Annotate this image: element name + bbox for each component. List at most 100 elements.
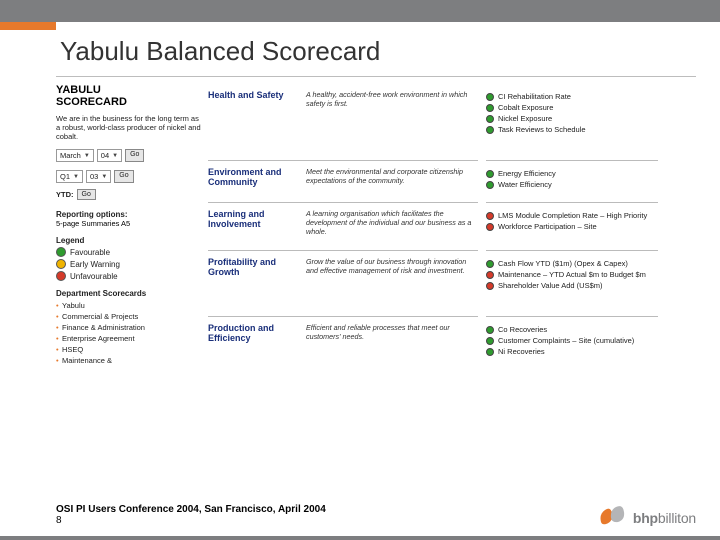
quarter-year-value: 03: [90, 172, 98, 181]
header-line-2: SCORECARD: [56, 96, 127, 108]
metric-label: Energy Efficiency: [498, 169, 556, 178]
scorecard-intro: We are in the business for the long term…: [56, 114, 201, 141]
section-row: Production and EfficiencyEfficient and r…: [208, 316, 478, 394]
status-dot-icon: [486, 181, 494, 189]
department-link[interactable]: Yabulu: [56, 300, 201, 311]
metric-label: Shareholder Value Add (US$m): [498, 281, 603, 290]
section-title[interactable]: Environment and Community: [208, 167, 300, 196]
reporting-link[interactable]: 5-page Summaries A5: [56, 219, 201, 228]
metric-row[interactable]: LMS Module Completion Rate – High Priori…: [486, 211, 658, 220]
status-dot-icon: [486, 271, 494, 279]
month-year-value: 04: [101, 151, 109, 160]
legend: Legend FavourableEarly WarningUnfavourab…: [56, 236, 201, 281]
legend-swatch: [56, 271, 66, 281]
metric-row[interactable]: Maintenance – YTD Actual $m to Budget $m: [486, 270, 658, 279]
department-link[interactable]: Finance & Administration: [56, 322, 201, 333]
month-value: March: [60, 151, 81, 160]
logo-blobs-icon: [597, 500, 627, 526]
legend-label: Unfavourable: [70, 272, 118, 281]
month-go-button[interactable]: Go: [125, 149, 144, 162]
reporting-title: Reporting options:: [56, 210, 201, 219]
metric-row[interactable]: Customer Complaints – Site (cumulative): [486, 336, 658, 345]
ytd-go-button[interactable]: Go: [77, 189, 96, 200]
ytd-row: YTD: Go: [56, 189, 201, 200]
legend-swatch: [56, 247, 66, 257]
metric-label: Workforce Participation – Site: [498, 222, 597, 231]
section-description: Meet the environmental and corporate cit…: [306, 167, 478, 196]
department-link[interactable]: Commercial & Projects: [56, 311, 201, 322]
legend-label: Early Warning: [70, 260, 120, 269]
legend-row: Unfavourable: [56, 271, 201, 281]
section-row: Environment and CommunityMeet the enviro…: [208, 160, 478, 202]
metric-group: Energy Efficiency Water Efficiency: [486, 160, 658, 202]
scorecard-header: YABULU SCORECARD: [56, 84, 201, 108]
status-dot-icon: [486, 223, 494, 231]
metric-label: Cash Flow YTD ($1m) (Opex & Capex): [498, 259, 628, 268]
quarter-year-select[interactable]: 03 ▼: [86, 170, 111, 183]
scorecard-panel: YABULU SCORECARD We are in the business …: [56, 84, 658, 469]
metrics-column: CI Rehabilitation Rate Cobalt Exposure Nic…: [486, 84, 658, 394]
status-dot-icon: [486, 326, 494, 334]
slide-title: Yabulu Balanced Scorecard: [60, 36, 380, 67]
metric-row[interactable]: Co Recoveries: [486, 325, 658, 334]
metric-group: LMS Module Completion Rate – High Priori…: [486, 202, 658, 250]
section-description: A learning organisation which facilitate…: [306, 209, 478, 244]
legend-title: Legend: [56, 236, 201, 245]
metric-row[interactable]: Energy Efficiency: [486, 169, 658, 178]
status-dot-icon: [486, 170, 494, 178]
metric-label: Customer Complaints – Site (cumulative): [498, 336, 634, 345]
bottom-bar: [0, 536, 720, 540]
footer-page-number: 8: [56, 515, 326, 526]
month-select[interactable]: March ▼: [56, 149, 94, 162]
metric-label: Co Recoveries: [498, 325, 547, 334]
department-link[interactable]: Maintenance &: [56, 355, 201, 366]
metric-label: Nickel Exposure: [498, 114, 552, 123]
metric-row[interactable]: Cash Flow YTD ($1m) (Opex & Capex): [486, 259, 658, 268]
chevron-down-icon: ▼: [101, 174, 107, 180]
top-bar: [0, 0, 720, 22]
legend-row: Early Warning: [56, 259, 201, 269]
sections-column: Health and SafetyA healthy, accident-fre…: [208, 84, 478, 394]
section-description: Efficient and reliable processes that me…: [306, 323, 478, 388]
metric-group: Co Recoveries Customer Complaints – Site …: [486, 316, 658, 394]
slide-footer: OSI PI Users Conference 2004, San Franci…: [56, 504, 326, 526]
quarter-go-button[interactable]: Go: [114, 170, 133, 183]
metric-row[interactable]: CI Rehabilitation Rate: [486, 92, 658, 101]
reporting-options: Reporting options: 5-page Summaries A5: [56, 210, 201, 228]
department-link[interactable]: Enterprise Agreement: [56, 333, 201, 344]
chevron-down-icon: ▼: [84, 153, 90, 159]
chevron-down-icon: ▼: [73, 174, 79, 180]
metric-group: Cash Flow YTD ($1m) (Opex & Capex) Mainte…: [486, 250, 658, 316]
metric-row[interactable]: Cobalt Exposure: [486, 103, 658, 112]
metric-row[interactable]: Ni Recoveries: [486, 347, 658, 356]
month-year-select[interactable]: 04 ▼: [97, 149, 122, 162]
quarter-value: Q1: [60, 172, 70, 181]
month-picker-row: March ▼ 04 ▼ Go: [56, 149, 201, 162]
metric-label: Task Reviews to Schedule: [498, 125, 586, 134]
metric-row[interactable]: Task Reviews to Schedule: [486, 125, 658, 134]
status-dot-icon: [486, 282, 494, 290]
metric-label: Maintenance – YTD Actual $m to Budget $m: [498, 270, 646, 279]
status-dot-icon: [486, 93, 494, 101]
status-dot-icon: [486, 260, 494, 268]
scorecard-sidebar: YABULU SCORECARD We are in the business …: [56, 84, 201, 366]
quarter-select[interactable]: Q1 ▼: [56, 170, 83, 183]
metric-row[interactable]: Shareholder Value Add (US$m): [486, 281, 658, 290]
section-row: Learning and InvolvementA learning organ…: [208, 202, 478, 250]
status-dot-icon: [486, 212, 494, 220]
section-title[interactable]: Profitability and Growth: [208, 257, 300, 310]
department-scorecards: Department Scorecards YabuluCommercial &…: [56, 289, 201, 366]
status-dot-icon: [486, 126, 494, 134]
section-title[interactable]: Health and Safety: [208, 90, 300, 154]
status-dot-icon: [486, 337, 494, 345]
section-title[interactable]: Learning and Involvement: [208, 209, 300, 244]
metric-row[interactable]: Workforce Participation – Site: [486, 222, 658, 231]
status-dot-icon: [486, 348, 494, 356]
metric-row[interactable]: Nickel Exposure: [486, 114, 658, 123]
section-title[interactable]: Production and Efficiency: [208, 323, 300, 388]
metric-row[interactable]: Water Efficiency: [486, 180, 658, 189]
metric-label: CI Rehabilitation Rate: [498, 92, 571, 101]
department-link[interactable]: HSEQ: [56, 344, 201, 355]
section-row: Profitability and GrowthGrow the value o…: [208, 250, 478, 316]
quarter-picker-row: Q1 ▼ 03 ▼ Go: [56, 170, 201, 183]
